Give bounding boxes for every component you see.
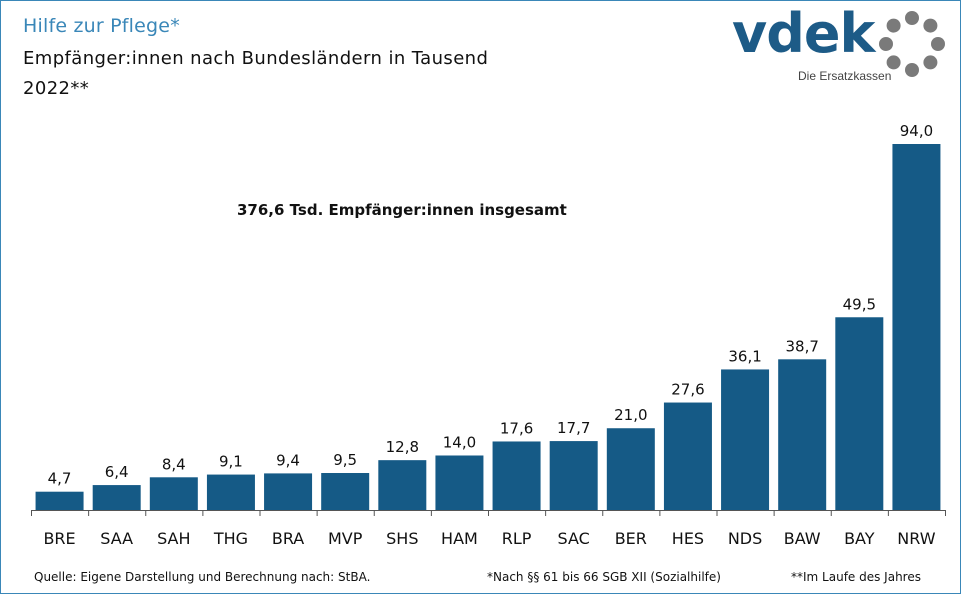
bar-mvp	[321, 473, 370, 510]
data-label-baw: 38,7	[785, 337, 818, 355]
footer-note-year: **Im Laufe des Jahres	[791, 570, 921, 584]
chart-year: 2022**	[23, 78, 90, 99]
bar-sah	[149, 477, 198, 510]
chart-subtitle: Empfänger:innen nach Bundesländern in Ta…	[23, 48, 489, 69]
bar-nrw	[892, 144, 941, 510]
data-label-mvp: 9,5	[333, 451, 357, 469]
data-label-hes: 27,6	[671, 381, 704, 399]
tick-label-saa: SAA	[100, 529, 133, 548]
data-label-bay: 49,5	[843, 295, 876, 313]
chart-title: Hilfe zur Pflege*	[23, 15, 180, 37]
bar-shs	[378, 460, 427, 510]
data-label-nrw: 94,0	[900, 122, 933, 140]
bar-bay	[835, 317, 884, 510]
data-label-bra: 9,4	[276, 451, 300, 469]
bar-rlp	[492, 441, 541, 510]
footer-source: Quelle: Eigene Darstellung und Berechnun…	[34, 570, 371, 584]
bar-ham	[435, 455, 484, 510]
tick-label-nrw: NRW	[897, 529, 935, 548]
tick-label-ber: BER	[615, 529, 647, 548]
tick-label-mvp: MVP	[328, 529, 363, 548]
bar-bre	[35, 491, 84, 510]
bar-thg	[206, 474, 255, 510]
data-label-saa: 6,4	[105, 463, 129, 481]
logo-wordmark: vdek	[732, 2, 875, 65]
data-label-sah: 8,4	[162, 455, 186, 473]
tick-label-baw: BAW	[784, 529, 821, 548]
tick-label-bay: BAY	[844, 529, 875, 548]
tick-label-bre: BRE	[43, 529, 75, 548]
data-label-thg: 9,1	[219, 453, 243, 471]
bar-saa	[92, 485, 141, 510]
data-label-nds: 36,1	[728, 347, 761, 365]
data-label-shs: 12,8	[386, 438, 419, 456]
data-label-sac: 17,7	[557, 419, 590, 437]
tick-label-bra: BRA	[272, 529, 304, 548]
bar-ber	[606, 428, 655, 510]
tick-label-rlp: RLP	[502, 529, 532, 548]
logo-tagline: Die Ersatzkassen	[798, 69, 892, 83]
tick-label-shs: SHS	[386, 529, 418, 548]
bar-bra	[264, 473, 313, 510]
data-label-bre: 4,7	[48, 470, 72, 488]
bar-nds	[721, 369, 770, 510]
tick-label-nds: NDS	[728, 529, 762, 548]
tick-label-sac: SAC	[558, 529, 590, 548]
data-label-ber: 21,0	[614, 406, 647, 424]
bar-baw	[778, 359, 827, 510]
vdek-logo: vdek Die Ersatzkassen	[730, 2, 955, 88]
tick-label-sah: SAH	[157, 529, 190, 548]
total-annotation: 376,6 Tsd. Empfänger:innen insgesamt	[237, 201, 567, 219]
data-label-rlp: 17,6	[500, 419, 533, 437]
bar-hes	[663, 402, 712, 510]
bar-sac	[549, 441, 598, 510]
logo-ring-icon	[879, 11, 945, 77]
tick-label-hes: HES	[672, 529, 704, 548]
data-label-ham: 14,0	[443, 433, 476, 451]
tick-label-thg: THG	[213, 529, 248, 548]
tick-label-ham: HAM	[441, 529, 478, 548]
footer-note-sgb: *Nach §§ 61 bis 66 SGB XII (Sozialhilfe)	[487, 570, 721, 584]
